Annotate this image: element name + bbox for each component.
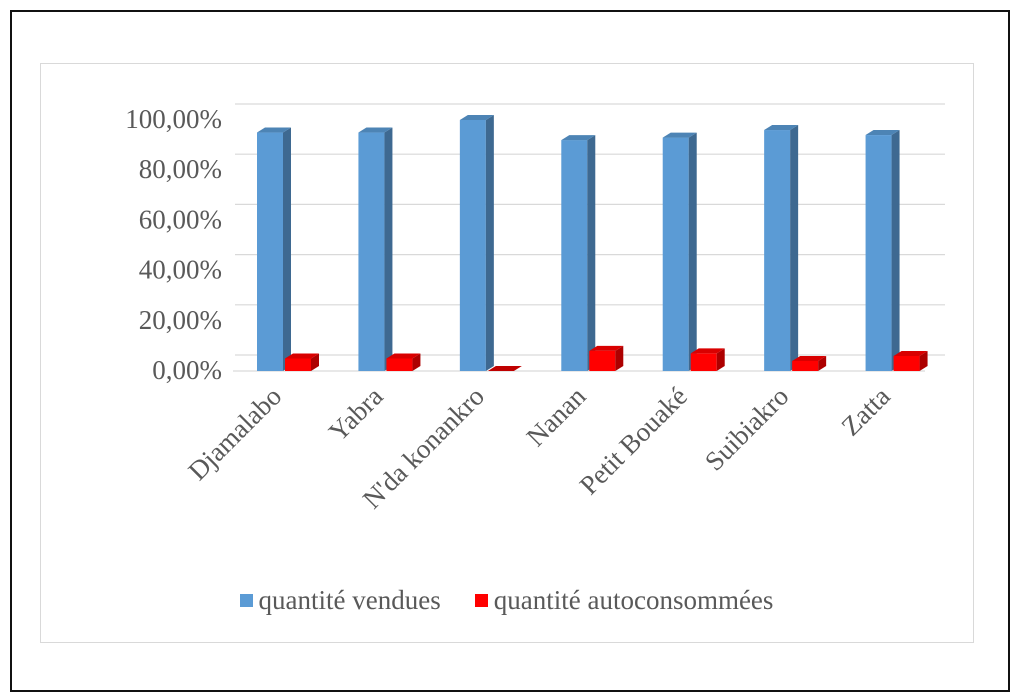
bar-quantite-autoconsommees-yabra xyxy=(386,353,421,371)
bar-quantite-vendues-yabra xyxy=(358,127,393,371)
legend-swatch-sold xyxy=(239,593,253,607)
bar-quantite-vendues-zatta xyxy=(865,130,900,371)
chart-area xyxy=(40,63,974,643)
bar-quantite-autoconsommees-n-da-konankro xyxy=(487,366,522,371)
legend-swatch-self-consumed xyxy=(474,593,488,607)
bar-quantite-vendues-petit-bouake xyxy=(662,132,697,371)
y-axis-ticks: 0,00% 20,00% 40,00% 60,00% 80,00% 100,00% xyxy=(125,104,222,385)
legend: quantité vendues quantité autoconsommées xyxy=(0,580,1013,620)
bar-quantite-vendues-suibiakro xyxy=(764,125,799,371)
y-tick-label: 60,00% xyxy=(139,204,222,234)
bar-quantite-autoconsommees-djamalabo xyxy=(285,353,319,371)
bar-quantite-autoconsommees-zatta xyxy=(893,350,928,371)
y-tick-label: 0,00% xyxy=(152,355,222,385)
legend-item-self-consumed: quantité autoconsommées xyxy=(474,584,774,616)
bar-quantite-vendues-n-da-konankro xyxy=(459,115,494,371)
bar-quantite-autoconsommees-petit-bouake xyxy=(690,348,725,371)
y-tick-label: 20,00% xyxy=(139,305,222,335)
y-tick-label: 80,00% xyxy=(139,154,222,184)
x-tick-label-suibiakro: Suibiakro xyxy=(699,381,794,476)
x-tick-label-nanan: Nanan xyxy=(520,381,591,452)
legend-item-sold: quantité vendues xyxy=(239,584,441,616)
bar-quantite-autoconsommees-nanan xyxy=(589,345,624,371)
y-tick-label: 40,00% xyxy=(139,255,222,285)
x-tick-label-yabra: Yabra xyxy=(323,381,389,447)
bar-quantite-autoconsommees-suibiakro xyxy=(792,355,827,371)
bar-quantite-vendues-nanan xyxy=(561,135,596,371)
legend-label-sold: quantité vendues xyxy=(258,584,441,615)
y-tick-label: 100,00% xyxy=(125,104,222,134)
bar-quantite-vendues-djamalabo xyxy=(257,127,291,371)
x-tick-label-petit-bouake: Petit Bouaké xyxy=(574,381,693,500)
x-tick-label-zatta: Zatta xyxy=(835,381,895,441)
bars xyxy=(257,115,928,371)
x-tick-label-djamalabo: Djamalabo xyxy=(182,381,287,486)
legend-label-self-consumed: quantité autoconsommées xyxy=(493,584,774,615)
